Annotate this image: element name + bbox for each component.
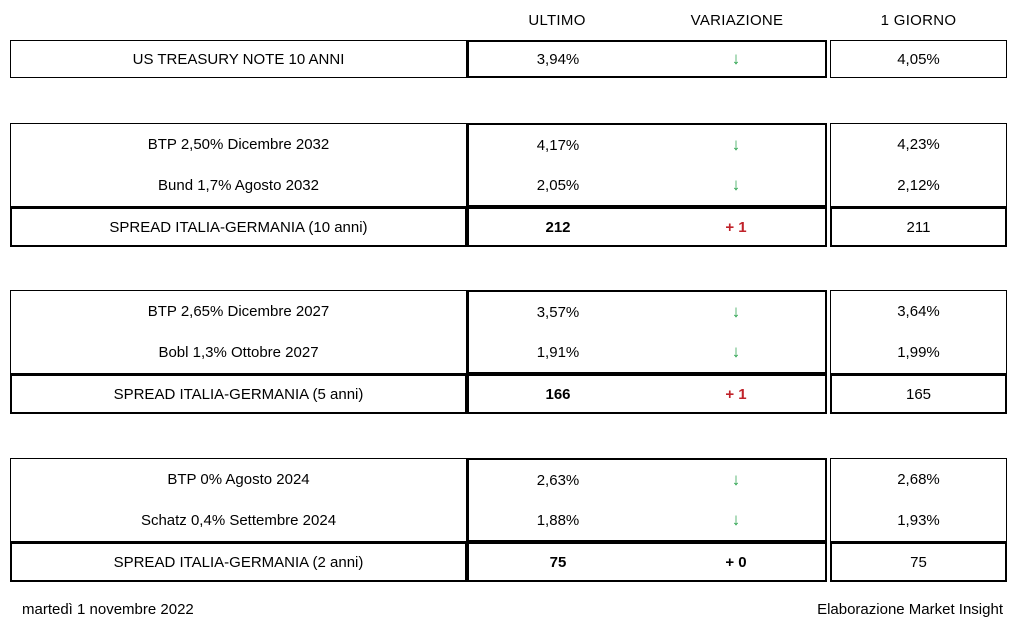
last-value: 4,17%	[536, 136, 580, 154]
spread-change-value: + 0	[725, 553, 747, 571]
last-value: 2,05%	[536, 176, 580, 194]
label-box: US TREASURY NOTE 10 ANNI	[10, 40, 467, 78]
last-value: 3,94%	[536, 50, 580, 68]
header-middle: ULTIMO VARIAZIONE	[467, 0, 827, 40]
header-1-giorno: 1 GIORNO	[880, 11, 957, 29]
prev-value: 3,64%	[897, 303, 940, 320]
block-5-year: BTP 2,65% Dicembre 2027 Bobl 1,3% Ottobr…	[0, 290, 1022, 414]
row-label: Bobl 1,3% Ottobre 2027	[158, 344, 319, 361]
label-box: BTP 2,65% Dicembre 2027 Bobl 1,3% Ottobr…	[10, 290, 467, 374]
prev-box: 3,64% 1,99%	[830, 290, 1007, 374]
spread-label: SPREAD ITALIA-GERMANIA (10 anni)	[10, 207, 467, 247]
row-label: BTP 2,50% Dicembre 2032	[147, 136, 330, 153]
header-spacer	[10, 0, 467, 40]
prev-box: 4,23% 2,12%	[830, 123, 1007, 207]
values-box: 3,57% ↓ 1,91% ↓	[467, 290, 827, 374]
prev-value: 1,99%	[897, 344, 940, 361]
block-10-year: BTP 2,50% Dicembre 2032 Bund 1,7% Agosto…	[0, 123, 1022, 247]
block-us-treasury: US TREASURY NOTE 10 ANNI 3,94% ↓ 4,05%	[10, 40, 1022, 78]
footer-date: martedì 1 novembre 2022	[22, 600, 194, 618]
spread-change-value: + 1	[725, 385, 747, 403]
prev-value: 2,12%	[897, 177, 940, 194]
pair-rows: BTP 2,50% Dicembre 2032 Bund 1,7% Agosto…	[10, 123, 1022, 207]
last-value: 2,63%	[536, 471, 580, 489]
spread-change-value: + 1	[725, 218, 747, 236]
spread-values: 166 + 1	[467, 374, 827, 414]
prev-value: 2,68%	[897, 471, 940, 488]
values-box: 2,63% ↓ 1,88% ↓	[467, 458, 827, 542]
spread-last-value: 166	[545, 385, 571, 403]
footer: martedì 1 novembre 2022 Elaborazione Mar…	[0, 599, 1022, 619]
row-label: Schatz 0,4% Settembre 2024	[140, 512, 337, 529]
last-value: 1,91%	[536, 343, 580, 361]
spread-last-value: 212	[545, 218, 571, 236]
down-arrow-icon: ↓	[731, 470, 741, 489]
header-ultimo: ULTIMO	[528, 11, 586, 29]
spread-last-value: 75	[549, 553, 567, 571]
row-label: US TREASURY NOTE 10 ANNI	[132, 50, 345, 68]
spread-row: SPREAD ITALIA-GERMANIA (2 anni) 75 + 0 7…	[10, 542, 1022, 582]
pair-rows: BTP 2,65% Dicembre 2027 Bobl 1,3% Ottobr…	[10, 290, 1022, 374]
spread-prev-value: 211	[830, 207, 1007, 247]
header-variazione: VARIAZIONE	[690, 11, 784, 29]
down-arrow-icon: ↓	[731, 175, 741, 194]
spread-row: SPREAD ITALIA-GERMANIA (10 anni) 212 + 1…	[10, 207, 1022, 247]
spread-label: SPREAD ITALIA-GERMANIA (2 anni)	[10, 542, 467, 582]
row-label: Bund 1,7% Agosto 2032	[158, 177, 319, 194]
down-arrow-icon: ↓	[731, 302, 741, 321]
label-box: BTP 0% Agosto 2024 Schatz 0,4% Settembre…	[10, 458, 467, 542]
last-value: 1,88%	[536, 511, 580, 529]
block-2-year: BTP 0% Agosto 2024 Schatz 0,4% Settembre…	[0, 458, 1022, 582]
down-arrow-icon: ↓	[731, 510, 741, 529]
prev-value: 4,23%	[897, 136, 940, 153]
prev-box: 2,68% 1,93%	[830, 458, 1007, 542]
spread-row: SPREAD ITALIA-GERMANIA (5 anni) 166 + 1 …	[10, 374, 1022, 414]
row-label: BTP 0% Agosto 2024	[167, 471, 310, 488]
down-arrow-icon: ↓	[731, 342, 741, 361]
spread-prev-value: 75	[830, 542, 1007, 582]
pair-rows: BTP 0% Agosto 2024 Schatz 0,4% Settembre…	[10, 458, 1022, 542]
prev-box: 4,05%	[830, 40, 1007, 78]
label-box: BTP 2,50% Dicembre 2032 Bund 1,7% Agosto…	[10, 123, 467, 207]
row-label: BTP 2,65% Dicembre 2027	[147, 303, 330, 320]
prev-value: 4,05%	[897, 50, 940, 68]
down-arrow-icon: ↓	[731, 49, 741, 68]
table-header: ULTIMO VARIAZIONE 1 GIORNO	[10, 0, 1022, 40]
spread-label: SPREAD ITALIA-GERMANIA (5 anni)	[10, 374, 467, 414]
spread-values: 75 + 0	[467, 542, 827, 582]
spread-prev-value: 165	[830, 374, 1007, 414]
footer-credit: Elaborazione Market Insight	[817, 600, 1003, 618]
values-box: 3,94% ↓	[467, 40, 827, 78]
prev-value: 1,93%	[897, 512, 940, 529]
values-box: 4,17% ↓ 2,05% ↓	[467, 123, 827, 207]
spread-values: 212 + 1	[467, 207, 827, 247]
down-arrow-icon: ↓	[731, 135, 741, 154]
last-value: 3,57%	[536, 303, 580, 321]
